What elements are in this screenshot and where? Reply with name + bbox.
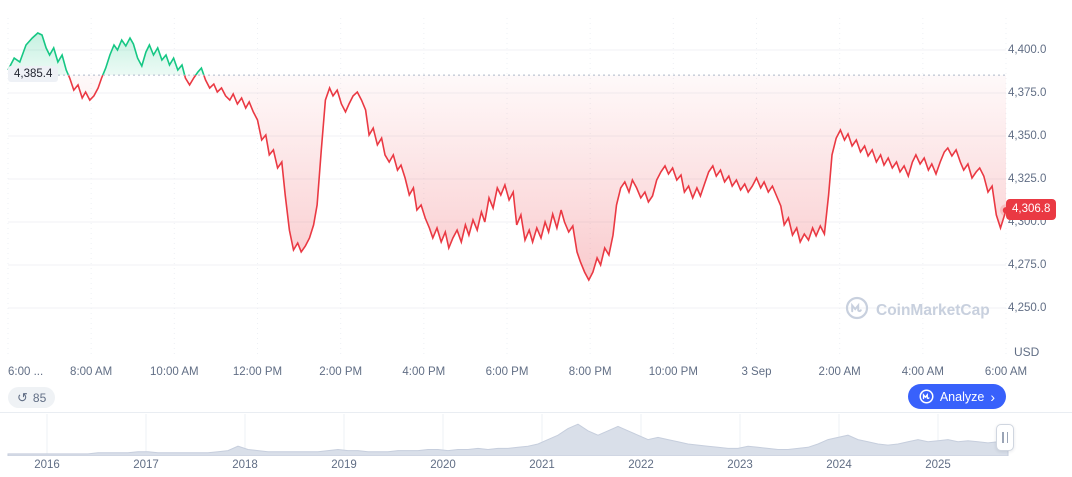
x-axis-tick: 4:00 PM <box>402 366 446 378</box>
timeline-year-label: 2022 <box>628 459 654 471</box>
x-axis-tick: 8:00 AM <box>70 366 113 378</box>
timeline-brush[interactable]: 2016 2017 2018 2019 2020 2021 2022 2023 2024 2025 <box>0 412 1072 477</box>
history-count-badge[interactable]: ↺ 85 <box>8 387 56 408</box>
brush-resize-handle[interactable] <box>996 424 1014 451</box>
x-axis-tick: 10:00 PM <box>648 366 698 378</box>
coinmarketcap-watermark: CoinMarketCap <box>845 296 990 325</box>
x-axis-tick: 12:00 PM <box>232 366 283 378</box>
y-axis-tick: 4,350.0 <box>1008 130 1047 142</box>
x-axis-tick: 6:00 AM <box>984 366 1028 378</box>
y-axis-tick: 4,325.0 <box>1008 173 1047 185</box>
y-axis-tick: 4,375.0 <box>1008 87 1047 99</box>
chevron-right-icon: › <box>990 388 995 405</box>
coinmarketcap-logo-icon <box>919 389 934 404</box>
x-axis-tick: 2:00 AM <box>818 366 861 378</box>
timeline-year-label: 2024 <box>826 459 852 471</box>
x-axis-tick: 6:00 PM <box>485 366 529 378</box>
x-axis-tick: 6:00 ... <box>8 366 44 378</box>
analyze-button[interactable]: Analyze › <box>907 384 1006 409</box>
baseline-price-label: 4,385.4 <box>8 66 59 83</box>
clock-history-icon: ↺ <box>17 390 28 405</box>
x-axis-tick: 8:00 PM <box>568 366 612 378</box>
watermark-text: CoinMarketCap <box>876 301 990 319</box>
y-axis-tick: 4,400.0 <box>1008 44 1047 56</box>
analyze-label: Analyze <box>939 389 985 404</box>
timeline-year-label: 2021 <box>529 459 555 471</box>
timeline-year-label: 2023 <box>727 459 753 471</box>
current-price-badge: 4,306.8 <box>1006 199 1057 221</box>
x-axis-tick: 10:00 AM <box>150 366 199 378</box>
timeline-year-label: 2017 <box>133 459 159 471</box>
y-axis-tick: 4,250.0 <box>1008 302 1047 314</box>
timeline-area-chart[interactable] <box>0 414 1072 456</box>
y-axis-tick: 4,275.0 <box>1008 259 1047 271</box>
x-axis-tick: 2:00 PM <box>319 366 363 378</box>
currency-label: USD <box>1014 345 1040 359</box>
coinmarketcap-logo-icon <box>845 296 869 325</box>
timeline-year-label: 2018 <box>232 459 258 471</box>
timeline-year-label: 2019 <box>331 459 357 471</box>
price-line-chart[interactable] <box>0 0 1072 360</box>
timeline-year-label: 2025 <box>925 459 951 471</box>
history-count: 85 <box>32 390 47 405</box>
x-axis-tick: 3 Sep <box>741 366 772 378</box>
x-axis-tick: 4:00 AM <box>901 366 944 378</box>
timeline-year-label: 2020 <box>430 459 456 471</box>
timeline-year-label: 2016 <box>34 459 60 471</box>
